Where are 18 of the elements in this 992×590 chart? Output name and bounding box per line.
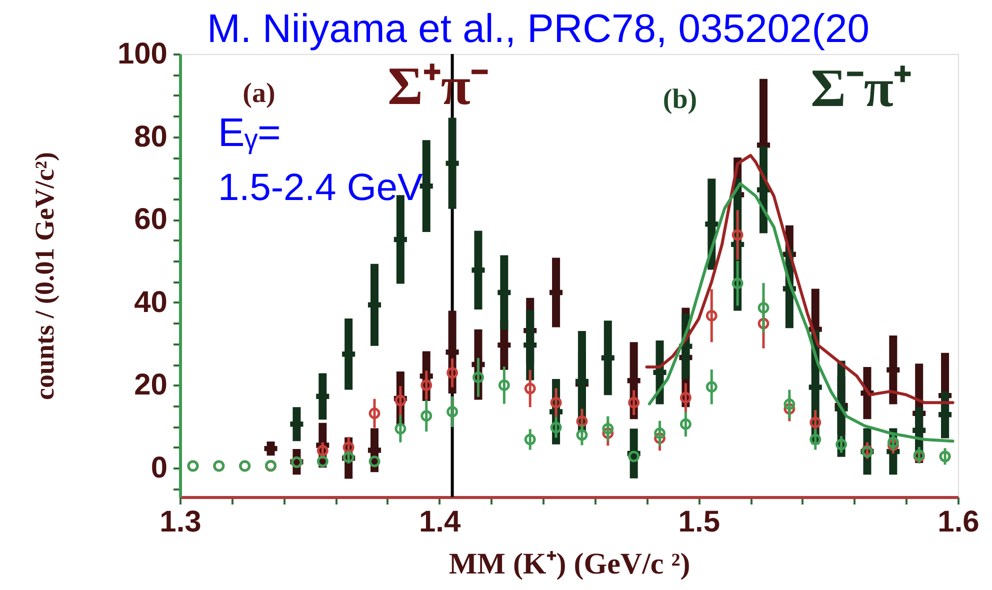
x-tick-label: 1.4: [418, 506, 461, 538]
x-tick-label: 1.3: [160, 506, 202, 538]
y-tick-label: 100: [117, 38, 168, 70]
chart-title: M. Niiyama et al., PRC78, 035202(20: [207, 7, 870, 51]
x-tick-label: 1.5: [678, 506, 720, 538]
y-tick-label: 20: [134, 368, 168, 402]
annotation: Eᵧ=: [218, 111, 281, 155]
x-axis-title: MM (K⁺) (GeV/c ²): [448, 548, 690, 580]
x-tick-label: 1.6: [938, 506, 980, 538]
annotation: (b): [662, 84, 698, 115]
annotation: (a): [242, 78, 276, 109]
y-tick-label: 80: [134, 120, 168, 154]
y-tick-label: 60: [134, 203, 168, 236]
y-tick-label: 0: [150, 452, 168, 485]
annotation: Σ⁻π⁺: [810, 58, 912, 118]
annotation: 1.5-2.4 GeV: [218, 167, 424, 209]
y-axis-title: counts / (0.01 GeV/c²): [29, 152, 60, 400]
y-tick-label: 40: [134, 286, 168, 319]
